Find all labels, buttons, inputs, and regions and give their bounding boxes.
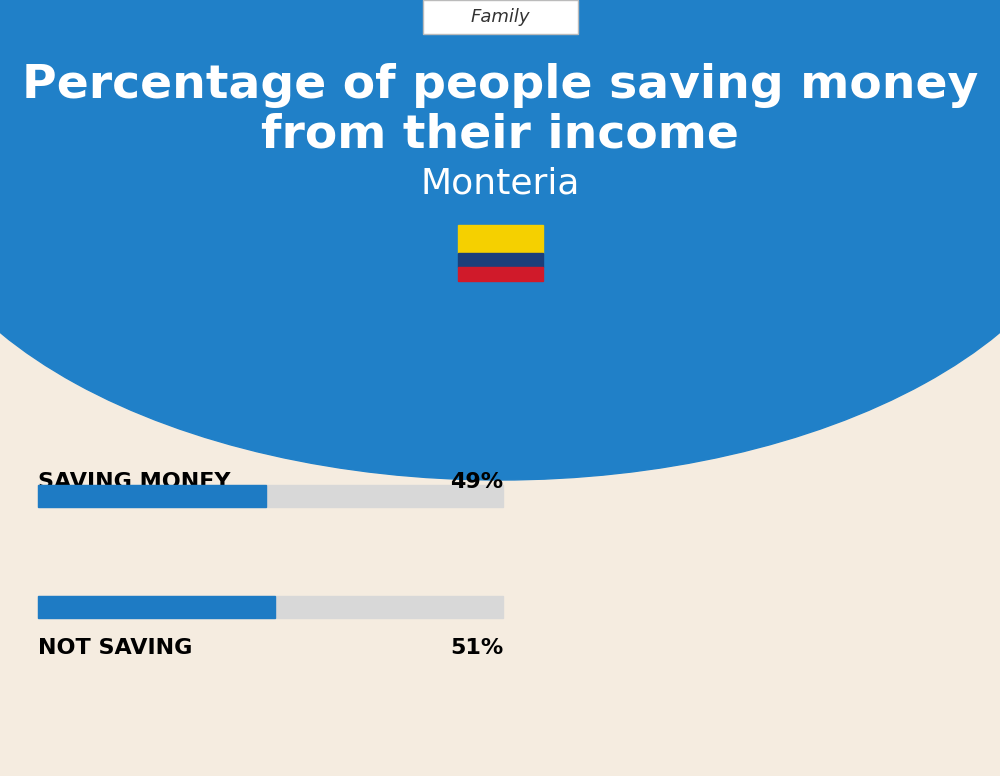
Text: 49%: 49% — [450, 472, 503, 492]
Text: SAVING MONEY: SAVING MONEY — [38, 472, 230, 492]
Text: Percentage of people saving money: Percentage of people saving money — [22, 63, 978, 108]
Text: NOT SAVING: NOT SAVING — [38, 638, 192, 658]
Bar — [38, 485, 503, 507]
Bar — [458, 267, 542, 281]
Ellipse shape — [0, 0, 1000, 480]
Text: from their income: from their income — [261, 113, 739, 158]
Text: Family: Family — [470, 8, 530, 26]
Bar — [38, 596, 275, 618]
Text: 51%: 51% — [450, 638, 503, 658]
Bar — [38, 485, 266, 507]
Text: Monteria: Monteria — [420, 166, 580, 200]
Bar — [458, 253, 542, 267]
FancyBboxPatch shape — [422, 0, 578, 34]
Bar — [458, 225, 542, 253]
Bar — [38, 596, 503, 618]
